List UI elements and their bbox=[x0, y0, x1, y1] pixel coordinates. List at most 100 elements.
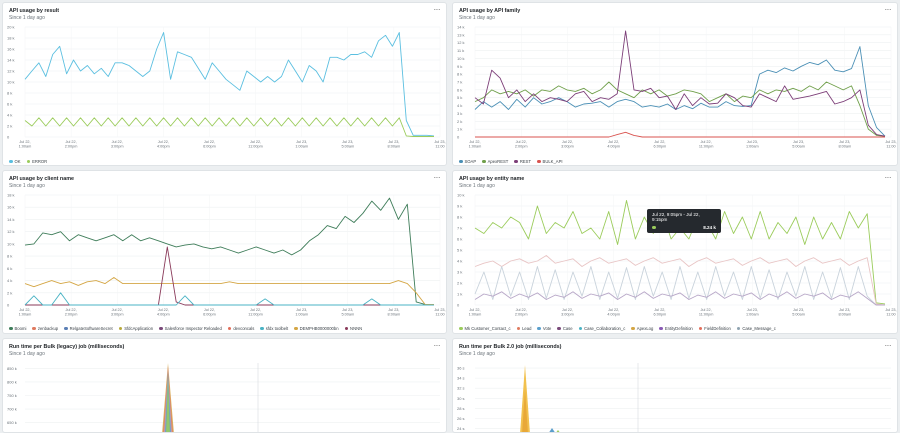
chart-api-usage-by-client-name: 0 2 k 4 k 6 k 8 k 10 k 12 k 14 k 16 k 18 k Jul 22,… bbox=[7, 193, 446, 317]
legend-item[interactable]: zenbackup bbox=[32, 326, 58, 331]
x-tick-label: 5:00am bbox=[341, 313, 354, 317]
y-tick-label: 36 s bbox=[457, 366, 465, 371]
x-tick-label: Jul 22, bbox=[112, 308, 123, 312]
series-line bbox=[24, 117, 434, 137]
legend-item[interactable]: NNNN bbox=[344, 326, 363, 331]
legend-color-dot bbox=[659, 326, 663, 331]
legend-color-dot bbox=[294, 326, 298, 331]
legend-item[interactable]: BULK_API bbox=[537, 159, 563, 164]
legend-label: OK bbox=[14, 159, 21, 164]
panel-title: Run time per Bulk 2.0 job (milliseconds) bbox=[459, 344, 562, 350]
legend-item[interactable]: Boomi bbox=[9, 326, 26, 331]
legend-item[interactable]: devconcals bbox=[227, 326, 254, 331]
y-tick-label: 28 s bbox=[457, 406, 465, 411]
legend-color-dot bbox=[631, 326, 635, 331]
panel-run-time-bulk-legacy: Run time per Bulk (legacy) job (millisec… bbox=[2, 338, 447, 433]
y-tick-label: 0 bbox=[457, 135, 460, 140]
y-tick-label: 2 k bbox=[7, 124, 12, 129]
ellipsis-icon[interactable]: ··· bbox=[433, 173, 441, 182]
legend-item[interactable]: EntityDefinition bbox=[659, 326, 693, 331]
panel-subtitle: Since 1 day ago bbox=[9, 183, 45, 189]
y-tick-label: 4 k bbox=[457, 103, 462, 108]
series-line bbox=[474, 46, 886, 137]
x-tick-label: 1:00am bbox=[19, 313, 32, 317]
x-tick-label: 6:00pm bbox=[654, 313, 667, 317]
legend-item[interactable]: SOAP bbox=[459, 159, 476, 164]
y-tick-label: 18 k bbox=[7, 193, 15, 198]
legend-item[interactable]: Lead bbox=[516, 326, 532, 331]
ellipsis-icon[interactable]: ··· bbox=[433, 5, 441, 14]
legend-item[interactable]: Vote bbox=[537, 326, 551, 331]
legend-item[interactable]: Case_Collaboration_c bbox=[578, 326, 625, 331]
x-tick-label: Jul 23, bbox=[388, 308, 399, 312]
y-tick-label: 4 k bbox=[7, 113, 12, 118]
legend-label: RelgateSoftwareSecret bbox=[69, 326, 113, 331]
y-tick-label: 850 k bbox=[7, 366, 17, 371]
legend-color-dot bbox=[578, 326, 583, 331]
x-tick-label: Jul 22, bbox=[469, 140, 480, 144]
legend-color-dot bbox=[459, 159, 463, 164]
legend-item[interactable]: ApexLog bbox=[631, 326, 653, 331]
tooltip-color-dot bbox=[652, 225, 656, 230]
legend-item[interactable]: SfdcApplication bbox=[118, 326, 153, 331]
series-line bbox=[474, 266, 885, 306]
legend-item[interactable]: Mk Customer_Contact_c bbox=[459, 326, 511, 331]
x-tick-label: Jul 23, bbox=[839, 308, 850, 312]
y-tick-label: 6 k bbox=[7, 102, 12, 107]
x-tick-label: Jul 22, bbox=[250, 308, 261, 312]
area-spike bbox=[522, 389, 528, 432]
legend-item[interactable]: DEMPHB0000000bn bbox=[294, 326, 339, 331]
y-tick-label: 26 s bbox=[457, 416, 465, 421]
series-line bbox=[24, 277, 434, 305]
legend-item[interactable]: OK bbox=[9, 159, 21, 164]
legend-item[interactable]: FieldDefinition bbox=[698, 326, 731, 331]
panel-title: Run time per Bulk (legacy) job (millisec… bbox=[9, 344, 125, 350]
legend-item[interactable]: Case_Message_c bbox=[736, 326, 776, 331]
legend-label: Salesforce Inspector Reloaded bbox=[164, 326, 222, 331]
area-spike bbox=[166, 375, 170, 432]
ellipsis-icon[interactable]: ··· bbox=[884, 341, 892, 350]
x-tick-label: 11:00 bbox=[435, 145, 444, 149]
legend-label: FieldDefinition bbox=[704, 326, 731, 331]
ellipsis-icon[interactable]: ··· bbox=[433, 341, 441, 350]
legend-label: Case_Message_c bbox=[742, 326, 776, 331]
legend-item[interactable]: Salesforce Inspector Reloaded bbox=[159, 326, 222, 331]
legend-color-dot bbox=[260, 326, 264, 331]
legend-item[interactable]: RelgateSoftwareSecret bbox=[64, 326, 113, 331]
y-tick-label: 5 k bbox=[457, 248, 462, 253]
legend-label: NNNN bbox=[350, 326, 363, 331]
legend-item[interactable]: REST bbox=[514, 159, 531, 164]
x-tick-label: Jul 22, bbox=[204, 140, 215, 144]
y-tick-label: 6 k bbox=[7, 266, 12, 271]
y-tick-label: 0 bbox=[457, 303, 460, 308]
legend-item[interactable]: sfdx toolbelt bbox=[260, 326, 288, 331]
legend-item[interactable]: ApexREST bbox=[482, 159, 508, 164]
y-tick-label: 9 k bbox=[457, 64, 462, 69]
legend-item[interactable]: Case bbox=[557, 326, 573, 331]
x-tick-label: 1:00am bbox=[19, 145, 32, 149]
ellipsis-icon[interactable]: ··· bbox=[884, 5, 892, 14]
x-tick-label: 1:00am bbox=[295, 313, 308, 317]
y-tick-label: 7 k bbox=[457, 80, 462, 85]
series-line bbox=[24, 197, 434, 305]
x-tick-label: Jul 22, bbox=[701, 140, 712, 144]
x-tick-label: 8:00am bbox=[388, 145, 401, 149]
y-tick-label: 4 k bbox=[457, 259, 462, 264]
x-tick-label: Jul 23, bbox=[793, 140, 804, 144]
y-tick-label: 10 k bbox=[7, 241, 15, 246]
x-tick-label: Jul 22, bbox=[66, 308, 77, 312]
chart-run-time-bulk-2: 24 s26 s28 s30 s32 s34 s36 s bbox=[457, 363, 891, 432]
x-tick-label: Jul 22, bbox=[608, 308, 619, 312]
ellipsis-icon[interactable]: ··· bbox=[884, 173, 892, 182]
x-tick-label: 11:00 bbox=[435, 313, 444, 317]
x-tick-label: Jul 22, bbox=[654, 308, 665, 312]
legend-item[interactable]: ERROR bbox=[26, 159, 47, 164]
legend-color-dot bbox=[9, 159, 13, 164]
legend-color-dot bbox=[537, 159, 541, 164]
x-tick-label: Jul 22, bbox=[608, 140, 619, 144]
x-tick-label: 11:00 bbox=[886, 313, 895, 317]
series-line bbox=[24, 32, 435, 137]
x-tick-label: 1:00am bbox=[746, 313, 759, 317]
series-line bbox=[25, 246, 434, 306]
legend-label: Lead bbox=[522, 326, 532, 331]
